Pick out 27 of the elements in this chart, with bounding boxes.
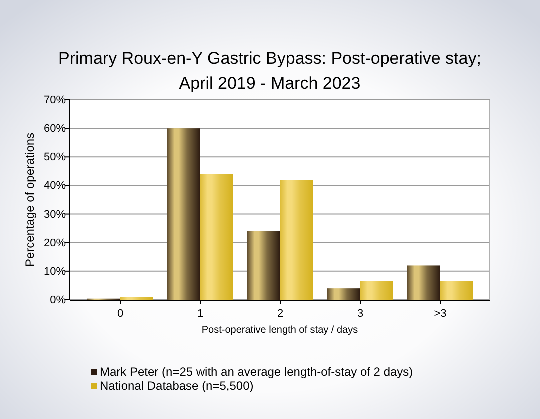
x-tick-label: 3: [357, 308, 364, 320]
bar: [360, 281, 394, 300]
x-axis-title: Post-operative length of stay / days: [202, 325, 358, 336]
y-tick-label: 20%: [44, 237, 66, 250]
y-tick-label: 0%: [50, 294, 66, 307]
x-tick-label: 2: [277, 308, 284, 320]
legend-label: National Database (n=5,500): [100, 379, 254, 394]
y-axis-title: Percentage of operations: [23, 132, 37, 268]
bar: [328, 288, 360, 300]
y-tick-label: 40%: [44, 180, 66, 192]
x-tick-label: 1: [197, 308, 204, 320]
y-tick-label: 50%: [44, 152, 66, 164]
bar: [440, 281, 474, 300]
y-tick-label: 30%: [44, 208, 66, 221]
x-tick-label: >3: [434, 308, 447, 320]
bar: [168, 128, 200, 300]
y-tick-label: 60%: [44, 123, 66, 136]
y-tick-label: 10%: [44, 266, 66, 278]
bar: [248, 231, 280, 300]
bar: [280, 180, 314, 300]
bar: [408, 266, 440, 300]
legend-label: Mark Peter (n=25 with an average length-of-stay of 2 days): [100, 365, 414, 380]
bar: [120, 297, 154, 300]
bar: [200, 174, 234, 300]
chart-title: Primary Roux-en-Y Gastric Bypass: Post-operative stay; April 2019 - March 2023: [58, 49, 482, 93]
y-tick-label: 70%: [44, 94, 66, 107]
x-tick-label: 0: [117, 308, 124, 320]
